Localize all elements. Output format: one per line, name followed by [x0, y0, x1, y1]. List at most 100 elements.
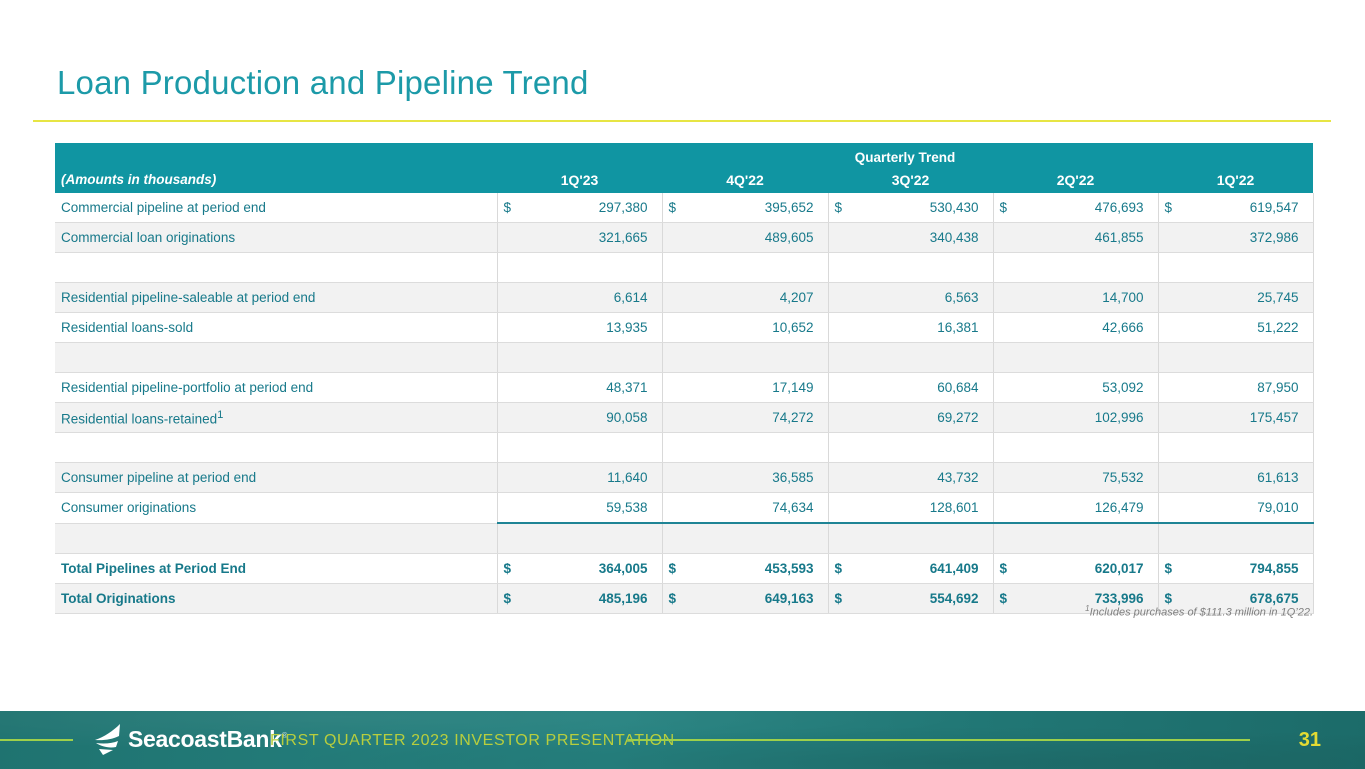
- value-cell: $678,675: [1157, 583, 1314, 614]
- value-cell: 87,950: [1157, 372, 1314, 403]
- cell-value: 102,996: [1094, 410, 1144, 425]
- cell-value: 461,855: [1094, 230, 1144, 245]
- row-label: Residential loans-retained1: [55, 402, 497, 433]
- seacoast-logo-icon: [95, 724, 120, 755]
- row-label: Total Pipelines at Period End: [55, 553, 497, 584]
- value-cell: 11,640: [496, 462, 662, 493]
- cell-value: 128,601: [929, 500, 979, 515]
- value-cell: 74,272: [661, 402, 828, 433]
- cell-value: 11,640: [607, 470, 648, 485]
- value-cell: 372,986: [1157, 222, 1314, 253]
- cell-value: 74,272: [772, 410, 814, 425]
- value-cell: 60,684: [827, 372, 993, 403]
- row-label: Residential pipeline-saleable at period …: [55, 282, 497, 313]
- cell-value: 554,692: [929, 591, 979, 606]
- cell-value: 43,732: [937, 470, 979, 485]
- value-cell: 17,149: [661, 372, 828, 403]
- row-label: Total Originations: [55, 583, 497, 614]
- dollar-sign: $: [834, 200, 843, 215]
- spacer-row: [55, 523, 1314, 554]
- value-cell: $554,692: [827, 583, 993, 614]
- value-cell: [496, 252, 662, 283]
- value-cell: $395,652: [661, 193, 828, 223]
- group-header: Quarterly Trend: [497, 143, 1314, 166]
- group-header-row: Quarterly Trend: [55, 143, 1314, 166]
- dollar-sign: $: [834, 561, 843, 576]
- value-cell: 79,010: [1157, 492, 1314, 524]
- table-row: Total Pipelines at Period End $364,005 $45…: [55, 553, 1314, 584]
- cell-value: 25,745: [1257, 290, 1299, 305]
- spacer-row: [55, 252, 1314, 283]
- registered-mark: ®: [281, 731, 288, 741]
- table-row: Consumer pipeline at period end 11,640 36,…: [55, 462, 1314, 493]
- value-cell: 43,732: [827, 462, 993, 493]
- value-cell: 69,272: [827, 402, 993, 433]
- value-cell: $485,196: [496, 583, 662, 614]
- value-cell: 25,745: [1157, 282, 1314, 313]
- value-cell: 48,371: [496, 372, 662, 403]
- cell-value: 649,163: [764, 591, 814, 606]
- dollar-sign: $: [503, 200, 512, 215]
- cell-value: 126,479: [1094, 500, 1144, 515]
- cell-value: 395,652: [764, 200, 814, 215]
- value-cell: $733,996: [992, 583, 1158, 614]
- cell-value: 16,381: [937, 320, 979, 335]
- cell-value: 321,665: [598, 230, 648, 245]
- value-cell: 16,381: [827, 312, 993, 343]
- cell-value: 485,196: [598, 591, 648, 606]
- value-cell: 53,092: [992, 372, 1158, 403]
- value-cell: $453,593: [661, 553, 828, 584]
- cell-value: 620,017: [1094, 561, 1144, 576]
- loan-table-container: Quarterly Trend (Amounts in thousands) 1…: [55, 143, 1314, 614]
- value-cell: $641,409: [827, 553, 993, 584]
- value-cell: $364,005: [496, 553, 662, 584]
- table-header: Quarterly Trend (Amounts in thousands) 1…: [55, 143, 1314, 193]
- table-row: Residential pipeline-portfolio at period…: [55, 372, 1314, 403]
- value-cell: $794,855: [1157, 553, 1314, 584]
- value-cell: 14,700: [992, 282, 1158, 313]
- footnote-text: Includes purchases of $111.3 million in …: [1089, 606, 1313, 619]
- value-cell: [496, 342, 662, 373]
- value-cell: 42,666: [992, 312, 1158, 343]
- value-cell: $297,380: [496, 193, 662, 223]
- value-cell: 59,538: [496, 492, 662, 524]
- row-label: Residential pipeline-portfolio at period…: [55, 372, 497, 403]
- table-row: Total Originations $485,196 $649,163 $554,6…: [55, 583, 1314, 614]
- value-cell: [992, 432, 1158, 463]
- table-body: Commercial pipeline at period end $297,38…: [55, 193, 1314, 614]
- cell-value: 87,950: [1257, 380, 1299, 395]
- value-cell: 61,613: [1157, 462, 1314, 493]
- value-cell: [1157, 432, 1314, 463]
- cell-value: 794,855: [1249, 561, 1299, 576]
- value-cell: $476,693: [992, 193, 1158, 223]
- value-cell: [992, 523, 1158, 554]
- cell-value: 619,547: [1249, 200, 1299, 215]
- dollar-sign: $: [999, 591, 1008, 606]
- column-header: 1Q'23: [497, 166, 662, 193]
- value-cell: $530,430: [827, 193, 993, 223]
- table-row: Residential loans-sold 13,935 10,652 16,381…: [55, 312, 1314, 343]
- value-cell: $619,547: [1157, 193, 1314, 223]
- cell-value: 61,613: [1257, 470, 1299, 485]
- dollar-sign: $: [1164, 561, 1173, 576]
- value-cell: [827, 252, 993, 283]
- value-cell: [827, 432, 993, 463]
- value-cell: 128,601: [827, 492, 993, 524]
- value-cell: 489,605: [661, 222, 828, 253]
- dollar-sign: $: [503, 591, 512, 606]
- cell-value: 453,593: [764, 561, 814, 576]
- cell-value: 4,207: [779, 290, 814, 305]
- cell-value: 51,222: [1257, 320, 1299, 335]
- value-cell: 461,855: [992, 222, 1158, 253]
- cell-value: 90,058: [606, 410, 648, 425]
- value-cell: $649,163: [661, 583, 828, 614]
- value-cell: 321,665: [496, 222, 662, 253]
- dollar-sign: $: [668, 200, 677, 215]
- row-label: [55, 342, 497, 373]
- corner-spacer: [55, 143, 497, 166]
- cell-value: 36,585: [772, 470, 814, 485]
- value-cell: [661, 252, 828, 283]
- column-header: 3Q'22: [828, 166, 993, 193]
- loan-table: Quarterly Trend (Amounts in thousands) 1…: [55, 143, 1314, 614]
